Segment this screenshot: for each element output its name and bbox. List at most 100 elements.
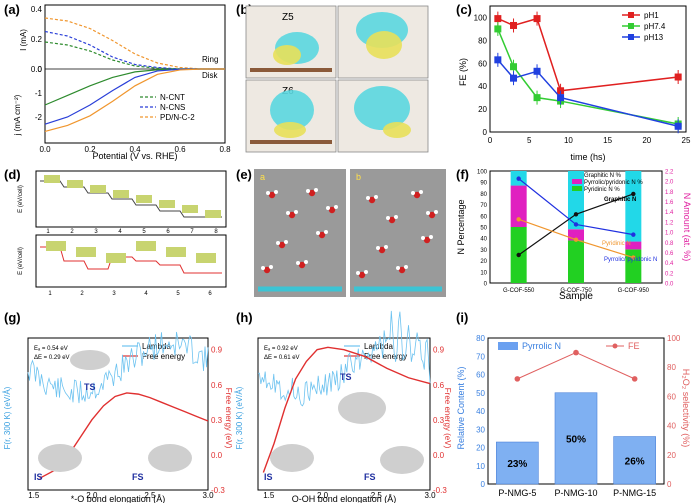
h-right-tick: -0.3 — [433, 486, 447, 495]
e-oxygen-atom — [398, 266, 406, 274]
a-ring-tick: 0.2 — [31, 35, 43, 44]
e-hydrogen-atom — [266, 191, 270, 195]
g-legend-free: Free energy — [142, 352, 185, 361]
panel-f-chart: (f) N Percentage N Amount (at. %) 100908… — [456, 167, 691, 302]
e-hydrogen-atom — [294, 210, 298, 214]
e-oxygen-atom — [358, 271, 366, 279]
panel-d-label: (d) — [4, 167, 21, 182]
a-disk-line-pd-n-c-2 — [44, 68, 225, 132]
f-legend-label: Graphitic N % — [584, 173, 622, 179]
f-bar-segment — [625, 249, 642, 283]
h-is: IS — [264, 472, 273, 482]
z5-orbital-yellow — [273, 45, 301, 65]
i-left-tick: 70 — [476, 352, 485, 361]
c-y-tick: 100 — [474, 13, 488, 22]
h-legend-free: Free energy — [364, 352, 407, 361]
panel-g-ylabel-right: Free energy (eV) — [224, 388, 233, 449]
panel-c-chart: (c) FE (%) 100 80 60 40 20 0 0 5 10 15 20 25 pH1 pH… — [456, 2, 691, 162]
i-right-tick: 40 — [667, 422, 676, 431]
panel-a-label: (a) — [4, 2, 20, 17]
a-ring-tick: 0.0 — [31, 65, 43, 74]
panel-f-label: (f) — [456, 167, 469, 182]
g-ts-structure — [70, 350, 110, 370]
d-top-structure — [205, 210, 221, 218]
c-x-tick: 15 — [603, 136, 612, 145]
panel-c-label: (c) — [456, 2, 472, 17]
c-y-tick: 80 — [478, 36, 487, 45]
f-right-tick: 1.6 — [665, 200, 674, 206]
e-hydrogen-atom — [426, 211, 430, 215]
a-disk-line-n-cns — [44, 68, 225, 125]
c-legend-marker — [628, 23, 634, 29]
h-lambda-line — [257, 310, 431, 407]
panel-g-frame — [27, 337, 209, 491]
panel-h-ylabel-left: F(r, 300 K) (eV/Å) — [235, 386, 244, 449]
c-x-tick: 5 — [527, 136, 532, 145]
d-x-tick: 4 — [118, 229, 122, 235]
c-x-tick: 10 — [564, 136, 573, 145]
g-is: IS — [34, 472, 43, 482]
d-bottom-structure — [46, 241, 66, 251]
f-right-tick: 0.2 — [665, 271, 674, 277]
i-left-tick: 40 — [476, 407, 485, 416]
ring-ylabel: I (mA) — [19, 29, 28, 51]
f-left-tick: 80 — [480, 192, 487, 198]
d-top-structure — [136, 195, 152, 203]
e-hydrogen-atom — [434, 210, 438, 214]
g-x-tick: 1.5 — [28, 491, 40, 500]
e-oxygen-atom — [288, 211, 296, 219]
f-legend-label: Pyridinic N % — [584, 187, 620, 193]
i-left-tick: 60 — [476, 371, 485, 380]
i-legend-bar: Pyrrolic N — [522, 341, 561, 351]
e-hydrogen-atom — [274, 190, 278, 194]
panel-f: (f) N Percentage N Amount (at. %) 100 90 8… — [452, 165, 691, 302]
f-bar-segment — [510, 185, 527, 227]
snapshot-a-label: a — [260, 172, 265, 182]
f-bar-segment — [568, 229, 584, 241]
c-line-ph7-4 — [497, 28, 679, 125]
panel-a-xlabel: Potential (V vs. RHE) — [92, 151, 177, 161]
a-ring-line-n-cnt — [44, 41, 225, 70]
i-category-label: P-NMG-15 — [613, 488, 656, 498]
e-hydrogen-atom — [376, 246, 380, 250]
d-top-structure — [182, 205, 198, 213]
z6-top-orbital-cyan — [354, 86, 410, 130]
f-category-label: G-COF-750 — [560, 288, 592, 294]
i-left-tick: 10 — [476, 462, 485, 471]
f-left-tick: 100 — [477, 170, 488, 176]
h-x-tick: 1.5 — [263, 491, 275, 500]
d-x-tick: 8 — [214, 229, 218, 235]
i-bar-label: 50% — [566, 434, 586, 445]
d-bottom-structure — [106, 253, 126, 263]
f-left-tick: 60 — [480, 214, 487, 220]
f-line-point — [516, 217, 521, 222]
panel-i-ylabel-right: H₂O₂ selectivity (%) — [681, 369, 691, 448]
panel-h-chart: (h) F(r, 300 K) (eV/Å) Free energy (eV) … — [235, 310, 452, 503]
panel-e-label: (e) — [236, 167, 252, 182]
e-oxygen-atom — [278, 241, 286, 249]
f-legend-swatch — [572, 186, 582, 191]
g-ts: TS — [84, 382, 96, 392]
e-hydrogen-atom — [296, 261, 300, 265]
e-hydrogen-atom — [261, 266, 265, 270]
g-fs: FS — [132, 472, 144, 482]
e-hydrogen-atom — [419, 190, 423, 194]
a-ring-line-pd-n-c-2 — [44, 17, 225, 70]
c-x-tick: 20 — [642, 136, 651, 145]
e-hydrogen-atom — [276, 241, 280, 245]
h-right-tick: 0.6 — [433, 381, 445, 390]
panel-g-ea: Eₐ = 0.54 eV — [34, 346, 68, 352]
panel-g: (g) F(r, 300 K) (eV/Å) Free energy (eV) … — [0, 308, 233, 503]
i-left-tick: 50 — [476, 389, 485, 398]
e-hydrogen-atom — [374, 195, 378, 199]
panel-g-chart: (g) F(r, 300 K) (eV/Å) Free energy (eV) … — [3, 310, 233, 503]
i-legend-line: FE — [628, 341, 640, 351]
c-y-tick: 0 — [483, 128, 488, 137]
h-x-tick: 3.0 — [424, 491, 436, 500]
d-x2-tick: 5 — [176, 291, 180, 297]
f-right-tick: 2.2 — [665, 170, 674, 176]
a-ring-tick: 0.4 — [31, 5, 43, 14]
g-right-tick: 0.0 — [211, 451, 223, 460]
e-oxygen-atom — [328, 206, 336, 214]
i-legend-bar-swatch — [498, 342, 518, 350]
